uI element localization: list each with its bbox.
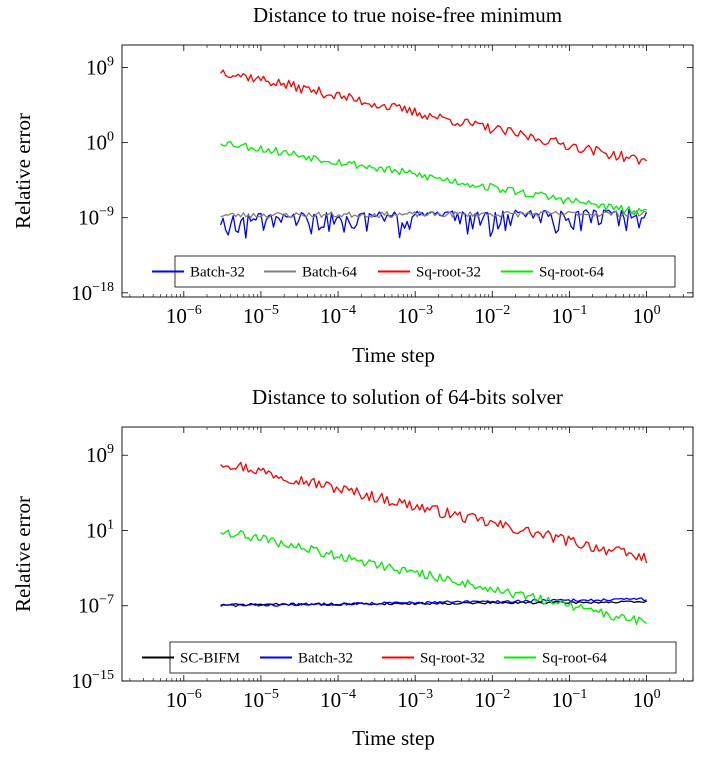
chart1-y-tick-label: 10−7 [78, 593, 114, 618]
chart1-x-tick-label: 10−3 [397, 687, 433, 712]
chart1-series-line-sc-bifm [220, 600, 647, 607]
chart0-series-line-sq-root-64 [220, 141, 647, 215]
chart1-series-line-batch-32 [220, 597, 647, 608]
chart0-y-tick-label: 100 [86, 130, 114, 155]
chart1-x-axis-label: Time step [352, 726, 435, 750]
chart1-y-tick-label: 10−15 [71, 668, 114, 693]
chart0-y-tick-label: 10−9 [78, 205, 114, 230]
chart0-legend-label: Batch-64 [302, 265, 357, 281]
chart0-legend-label: Batch-32 [190, 265, 245, 281]
chart1-x-tick-label: 10−2 [474, 687, 510, 712]
chart0-x-tick-label: 10−6 [166, 303, 202, 328]
chart0-x-tick-label: 10−5 [243, 303, 279, 328]
chart0-legend-label: Sq-root-64 [539, 265, 604, 281]
chart0-legend-label: Sq-root-32 [416, 265, 481, 281]
chart1-y-tick-label: 101 [86, 517, 114, 542]
chart0-series-line-batch-64 [220, 210, 647, 219]
chart0-series-line-sq-root-32 [220, 69, 648, 165]
chart0-y-axis-label: Relative error [11, 113, 35, 229]
chart1-x-tick-label: 10−4 [320, 687, 356, 712]
chart0-x-tick-label: 10−2 [474, 303, 510, 328]
chart1-plot-area [220, 461, 648, 625]
chart0-y-tick-label: 10−18 [71, 280, 114, 305]
chart0-plot-area [219, 69, 648, 239]
chart0-title: Distance to true noise-free minimum [253, 3, 562, 27]
chart0-x-tick-label: 10−3 [397, 303, 433, 328]
chart1-x-tick-label: 10−1 [551, 687, 587, 712]
chart1-x-tick-label: 100 [633, 687, 661, 712]
chart0-x-tick-label: 100 [633, 303, 661, 328]
chart1-legend-label: Sq-root-64 [542, 651, 607, 667]
chart0-x-axis-label: Time step [352, 343, 435, 367]
chart1-legend-label: Batch-32 [298, 651, 353, 667]
chart1-series-line-sq-root-32 [220, 461, 648, 564]
chart1-series-line-sq-root-64 [220, 529, 647, 625]
chart1-legend [169, 641, 677, 674]
chart0-x-tick-label: 10−1 [551, 303, 587, 328]
chart1-title: Distance to solution of 64-bits solver [252, 385, 563, 409]
chart0-x-tick-label: 10−4 [320, 303, 356, 328]
chart1-legend-label: Sq-root-32 [420, 651, 485, 667]
chart1-y-tick-label: 109 [86, 442, 114, 467]
chart0-y-tick-label: 109 [86, 55, 114, 80]
chart1-legend-label: SC-BIFM [180, 651, 240, 667]
chart1-x-tick-label: 10−6 [166, 687, 202, 712]
chart1-x-tick-label: 10−5 [243, 687, 279, 712]
chart1-y-axis-label: Relative error [11, 496, 35, 612]
